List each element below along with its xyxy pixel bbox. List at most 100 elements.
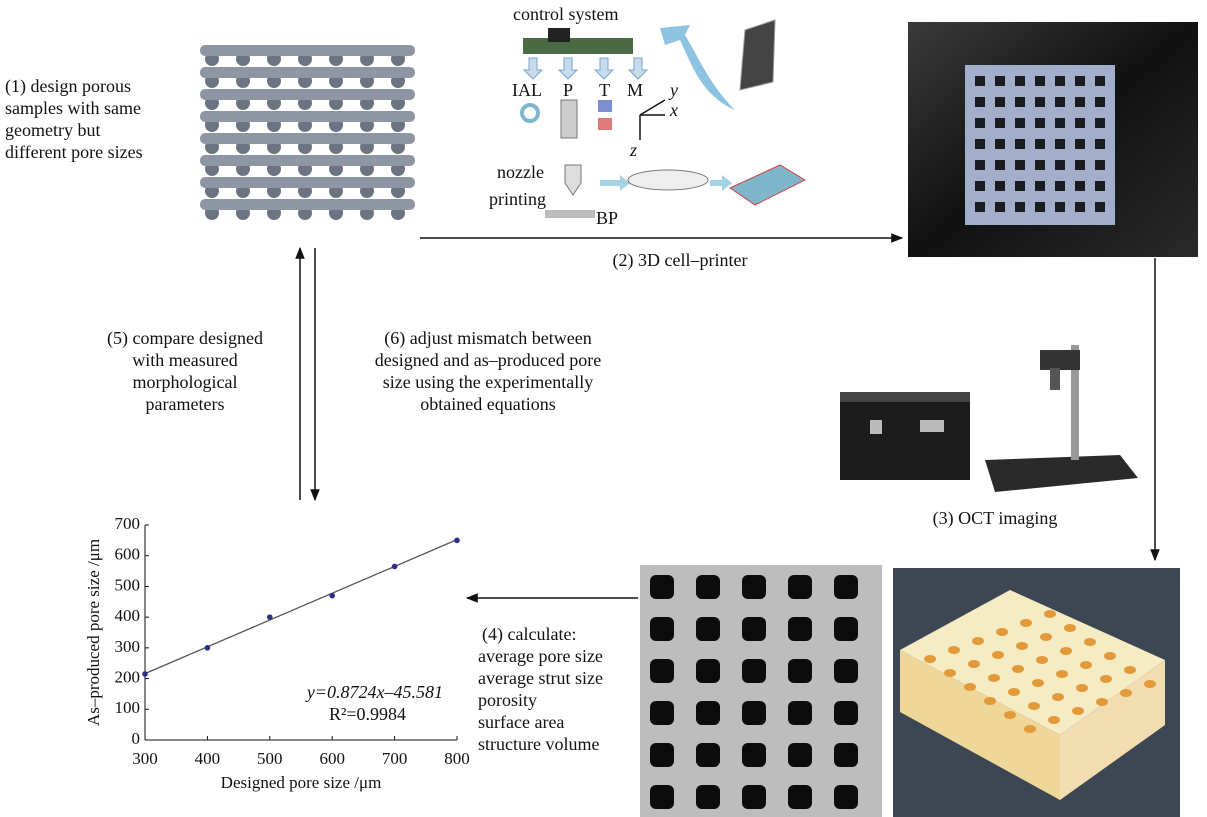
data-point	[329, 593, 335, 599]
page: (1) design porous samples with same geom…	[0, 0, 1207, 817]
pore	[1124, 666, 1136, 674]
pore	[1024, 725, 1036, 733]
pore	[1076, 684, 1088, 692]
flow-arrow	[600, 175, 630, 191]
pore	[975, 202, 985, 212]
pore	[996, 628, 1008, 636]
oct-box-top	[840, 392, 970, 402]
pore	[1075, 118, 1085, 128]
fit-line	[145, 540, 457, 674]
pore	[742, 617, 766, 641]
pore	[834, 659, 858, 683]
y-tick-label: 600	[115, 545, 141, 564]
axes	[640, 100, 665, 140]
step5-line: morphological	[133, 372, 238, 392]
rod	[200, 89, 415, 100]
pore	[1095, 160, 1105, 170]
chip	[548, 28, 570, 42]
pore	[1044, 610, 1056, 618]
data-point	[267, 614, 273, 620]
pore	[995, 139, 1005, 149]
blue-box	[598, 100, 612, 112]
step4-line: average pore size	[478, 646, 603, 666]
pore	[742, 785, 766, 809]
rod	[200, 177, 415, 188]
pore	[975, 160, 985, 170]
pore	[1015, 139, 1025, 149]
syringe	[561, 100, 577, 138]
pore	[1004, 711, 1016, 719]
pore	[1032, 679, 1044, 687]
pore	[995, 76, 1005, 86]
board	[523, 38, 633, 54]
pore	[1100, 675, 1112, 683]
pore	[650, 617, 674, 641]
pore	[1055, 160, 1065, 170]
pore	[975, 97, 985, 107]
pore	[742, 701, 766, 725]
step4-text: (4) calculate: average pore size average…	[478, 624, 603, 754]
pore	[1035, 97, 1045, 107]
pore	[1055, 139, 1065, 149]
pore	[1035, 118, 1045, 128]
y-tick-label: 100	[115, 698, 141, 717]
pore	[696, 701, 720, 725]
pore	[742, 743, 766, 767]
pore	[1035, 202, 1045, 212]
pore	[1056, 670, 1068, 678]
y-tick-label: 0	[132, 729, 141, 748]
pore	[1075, 139, 1085, 149]
pore	[742, 575, 766, 599]
step1-line: samples with same	[5, 98, 141, 118]
pore	[1075, 202, 1085, 212]
pore	[968, 660, 980, 668]
port	[870, 420, 882, 434]
pore	[1104, 652, 1116, 660]
printer-label: IAL	[512, 80, 542, 100]
platform-label: BP	[596, 208, 618, 228]
pore	[1035, 76, 1045, 86]
red-box	[598, 118, 612, 130]
pore	[1084, 638, 1096, 646]
pore	[788, 659, 812, 683]
pore	[650, 743, 674, 767]
pore	[1095, 181, 1105, 191]
step4-line: structure volume	[478, 734, 599, 754]
pore	[1055, 118, 1065, 128]
pore	[975, 118, 985, 128]
y-tick-label: 700	[115, 514, 141, 533]
pore	[834, 701, 858, 725]
pore	[1015, 76, 1025, 86]
x-axis-label: Designed pore size /μm	[221, 773, 382, 792]
x-tick-label: 800	[444, 749, 470, 768]
pore	[1075, 160, 1085, 170]
pore	[975, 181, 985, 191]
pore	[1016, 642, 1028, 650]
pore	[1095, 97, 1105, 107]
pore	[1075, 97, 1085, 107]
step5-line: parameters	[146, 394, 225, 414]
pore	[1028, 702, 1040, 710]
pore	[924, 655, 936, 663]
pore	[1040, 633, 1052, 641]
printer-label: T	[599, 80, 610, 100]
pore	[948, 646, 960, 654]
pore	[1096, 698, 1108, 706]
pore	[1015, 97, 1025, 107]
pore	[696, 617, 720, 641]
pore	[972, 637, 984, 645]
pore	[1052, 693, 1064, 701]
step6-line: designed and as–produced pore	[375, 350, 601, 370]
r-squared: R²=0.9984	[329, 704, 406, 724]
step4-line: (4) calculate:	[482, 624, 576, 645]
pore	[1075, 181, 1085, 191]
pore	[834, 743, 858, 767]
step6-text: (6) adjust mismatch between designed and…	[375, 328, 601, 414]
pore	[1055, 181, 1065, 191]
head	[1040, 350, 1080, 370]
platform	[545, 210, 595, 218]
pore	[788, 743, 812, 767]
nozzle	[565, 165, 581, 195]
flow-arrow	[710, 175, 732, 191]
pore	[1075, 76, 1085, 86]
